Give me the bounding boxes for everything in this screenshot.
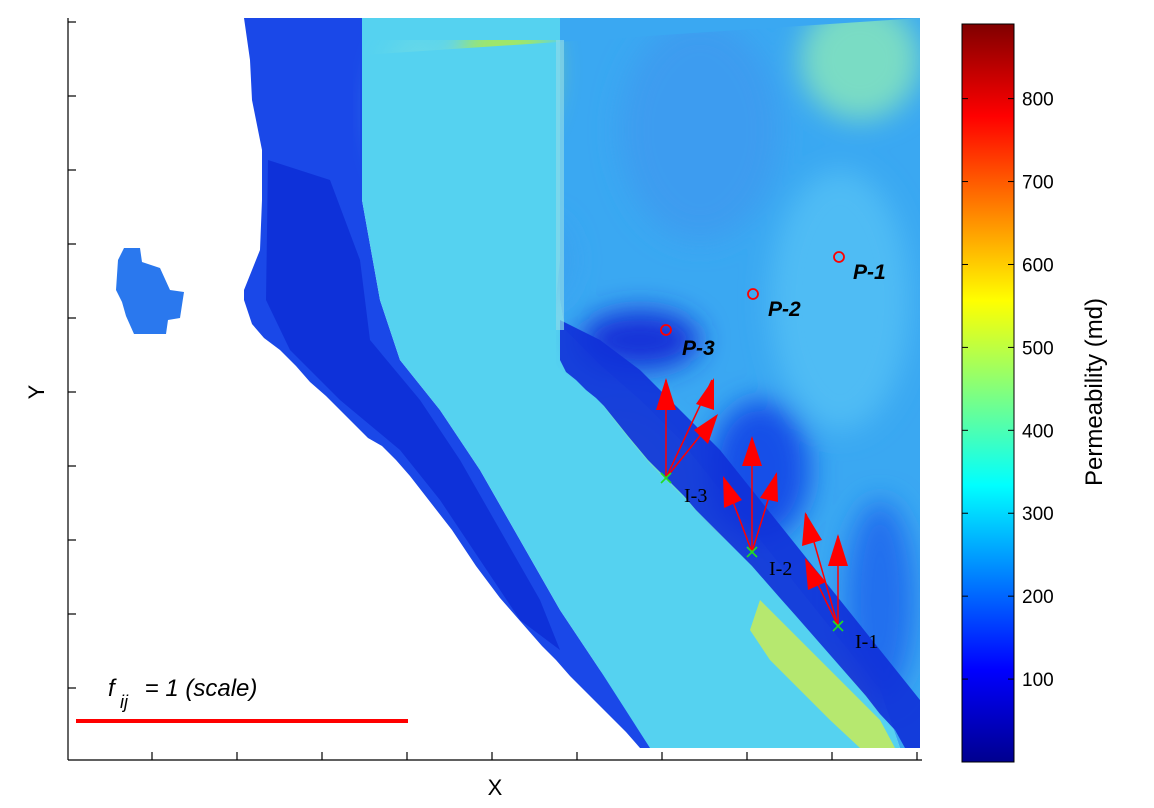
producer-label-p1: P-1 xyxy=(853,261,886,284)
scale-legend: f ij = 1 (scale) xyxy=(76,675,408,723)
colorbar-tick-label: 200 xyxy=(1022,587,1054,608)
producer-label-p3: P-3 xyxy=(682,337,715,360)
colorbar-ticks: 100 200 300 400 500 600 700 800 xyxy=(962,90,1054,691)
colorbar-tick-label: 400 xyxy=(1022,421,1054,442)
isolated-island xyxy=(116,248,184,334)
y-ticks xyxy=(68,21,76,689)
x-axis-label: X xyxy=(488,775,503,800)
injector-marker-i2 xyxy=(746,546,758,558)
producer-label-p2: P-2 xyxy=(768,298,801,321)
permeability-field xyxy=(116,18,920,748)
colorbar-tick-label: 600 xyxy=(1022,255,1054,276)
colorbar: 100 200 300 400 500 600 700 800 Permeability (m… xyxy=(961,23,1108,763)
injector-label-i1: I-1 xyxy=(855,631,878,653)
colorbar-tick-label: 100 xyxy=(1022,670,1054,691)
colorbar-tick-label: 800 xyxy=(1022,90,1054,111)
producer-wells: P-1 P-2 P-3 xyxy=(660,251,886,360)
scale-symbol: f xyxy=(108,675,117,702)
axes xyxy=(67,18,922,761)
colorbar-tick-label: 300 xyxy=(1022,504,1054,525)
producer-marker-p1 xyxy=(833,251,845,263)
injector-marker-i3 xyxy=(660,472,672,484)
producer-marker-p3 xyxy=(660,324,672,336)
injector-wells xyxy=(660,472,844,632)
low-perm-band xyxy=(244,18,650,748)
injector-marker-i1 xyxy=(832,620,844,632)
injector-label-i2: I-2 xyxy=(769,558,792,580)
colorbar-tick-label: 500 xyxy=(1022,338,1054,359)
x-ticks xyxy=(151,752,918,760)
scale-text: = 1 (scale) xyxy=(138,675,257,702)
colorbar-tick-label: 700 xyxy=(1022,173,1054,194)
producer-marker-p2 xyxy=(747,288,759,300)
scale-subscript: ij xyxy=(120,692,129,712)
injector-label-i3: I-3 xyxy=(684,485,707,507)
allocation-arrows xyxy=(656,378,848,627)
y-axis-label: Y xyxy=(24,384,49,399)
colorbar-gradient xyxy=(961,23,1015,763)
colorbar-label: Permeability (md) xyxy=(1081,298,1108,486)
